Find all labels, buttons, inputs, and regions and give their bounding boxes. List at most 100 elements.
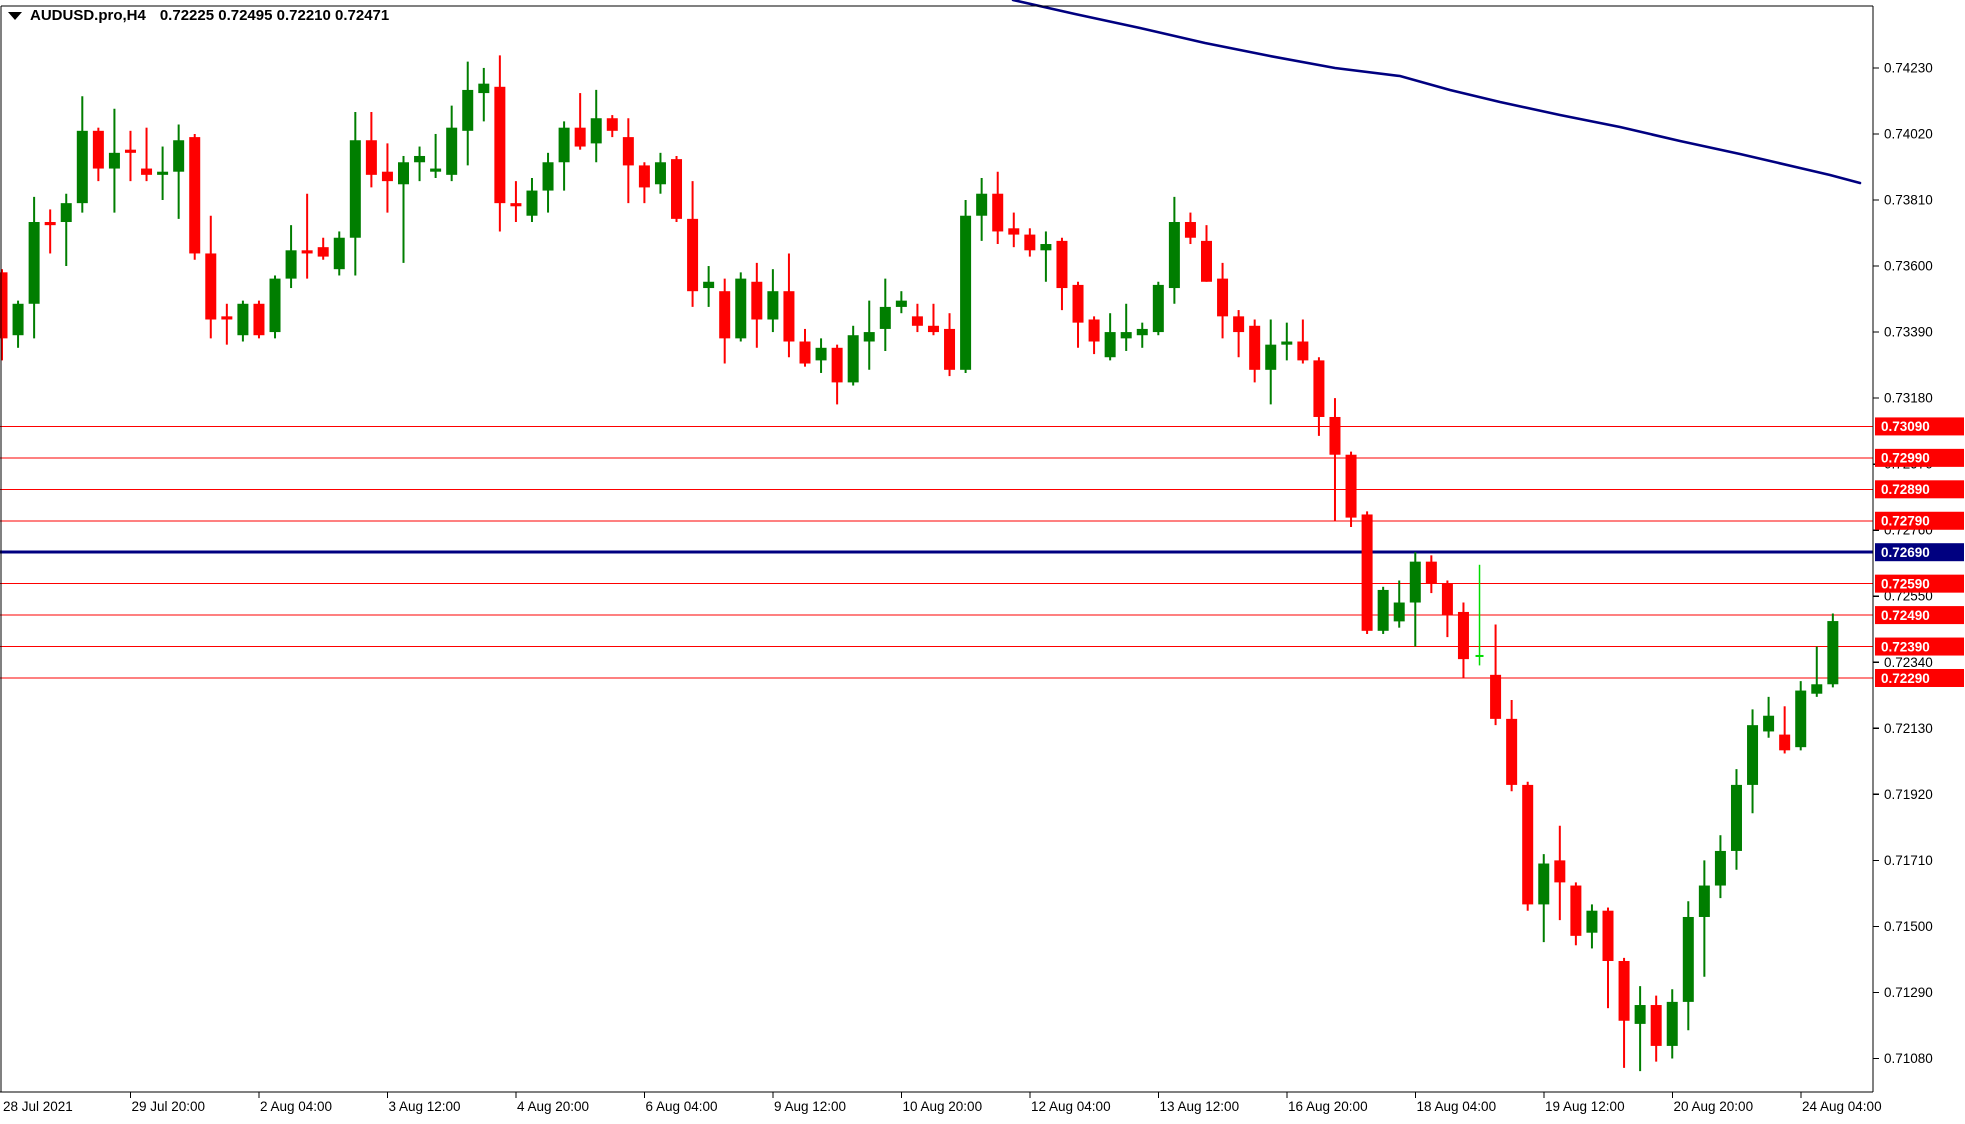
candle	[1008, 212, 1020, 248]
candle-body	[1554, 860, 1566, 883]
candle	[863, 300, 875, 370]
price-axis[interactable]: 0.74230 0.74020 0.73810 0.73600 0.73390 0.731…	[1873, 60, 1933, 1066]
candle	[221, 303, 233, 345]
price-level-lines[interactable]	[0, 425, 1873, 679]
candle-body	[1281, 341, 1293, 345]
price-level-tag-text: 0.72990	[1881, 451, 1930, 466]
candle-body	[1297, 341, 1309, 361]
candle	[1795, 681, 1807, 751]
candle-body	[1393, 602, 1405, 622]
candle-body	[1570, 885, 1582, 936]
candle	[1297, 319, 1309, 364]
candle-body	[622, 137, 634, 166]
candle-body	[944, 328, 956, 370]
candle-body	[863, 332, 875, 342]
candle	[831, 344, 843, 405]
candle-body	[317, 247, 329, 257]
candle-body	[1779, 734, 1791, 751]
candle	[1538, 854, 1550, 943]
candle	[269, 275, 281, 339]
candle	[1666, 989, 1678, 1059]
time-tick-label: 2 Aug 04:00	[260, 1099, 332, 1114]
candle	[1249, 319, 1261, 383]
candle	[847, 325, 859, 386]
candle-body	[1682, 916, 1694, 1002]
candle-body	[333, 237, 345, 270]
candle	[606, 115, 618, 138]
candle	[654, 152, 666, 194]
candle-body	[0, 272, 8, 339]
candle-body	[1457, 611, 1469, 660]
time-tick-label: 10 Aug 20:00	[903, 1099, 983, 1114]
candle-body	[1730, 784, 1742, 851]
candle	[173, 124, 185, 219]
candle	[28, 196, 40, 339]
candle	[141, 127, 153, 182]
candle	[1345, 451, 1357, 528]
candle	[157, 146, 169, 200]
candle	[1184, 212, 1196, 245]
price-level-tag-text: 0.72390	[1881, 639, 1930, 654]
candle-body	[446, 127, 458, 175]
candle-body	[1747, 725, 1759, 785]
candle	[301, 193, 313, 279]
candle	[992, 171, 1004, 245]
candle	[92, 127, 104, 182]
time-axis[interactable]: 28 Jul 2021 29 Jul 20:00 2 Aug 04:00 3 Aug …	[3, 1092, 1882, 1114]
candle-body	[1345, 454, 1357, 518]
candle	[1136, 322, 1148, 348]
candle-body	[1538, 863, 1550, 905]
candle-body	[1506, 718, 1518, 785]
price-level-tag-text: 0.73090	[1881, 419, 1930, 434]
candle	[1634, 986, 1646, 1072]
price-level-tag	[1875, 606, 1964, 625]
price-level-tag-text: 0.72490	[1881, 608, 1930, 623]
candle-body	[157, 171, 169, 175]
candle-body	[1602, 910, 1614, 962]
price-level-tag-text: 0.72590	[1881, 576, 1930, 591]
candle	[687, 181, 699, 307]
candle	[815, 338, 827, 373]
candle-body	[12, 303, 24, 336]
candle	[1586, 904, 1598, 949]
candle	[430, 133, 442, 178]
price-level-tag-text: 0.72890	[1881, 482, 1930, 497]
time-tick-label: 29 Jul 20:00	[132, 1099, 206, 1114]
candle	[317, 237, 329, 260]
price-tick-label: 0.73810	[1884, 193, 1933, 208]
candle-body	[1201, 240, 1212, 282]
candle-body	[1377, 589, 1389, 631]
candle-body	[847, 335, 859, 383]
candle-body	[1120, 332, 1132, 339]
candle	[1104, 313, 1116, 361]
candle	[1217, 262, 1229, 339]
candle-body	[1522, 784, 1534, 905]
candle	[703, 266, 715, 307]
candle	[1265, 319, 1277, 405]
candle	[944, 313, 956, 377]
candle	[1779, 706, 1791, 754]
candle	[478, 67, 490, 122]
candle	[1490, 624, 1502, 726]
candle-body	[1714, 850, 1726, 886]
candle	[911, 303, 923, 333]
candle	[349, 111, 361, 276]
candle-body	[558, 127, 570, 163]
candle	[0, 269, 8, 361]
candle-body	[638, 165, 650, 188]
candle-body	[574, 127, 586, 147]
candle	[1827, 613, 1839, 688]
time-tick-label: 24 Aug 04:00	[1802, 1099, 1882, 1114]
candle-body	[381, 171, 393, 182]
candle	[60, 193, 72, 267]
candle-body	[92, 130, 104, 169]
candle-body	[108, 152, 120, 169]
price-tick-label: 0.73180	[1884, 391, 1933, 406]
candle	[622, 118, 634, 204]
chart-dropdown-icon[interactable]	[8, 11, 22, 20]
candle	[1152, 281, 1164, 336]
candle	[1393, 580, 1405, 628]
candle-body	[606, 118, 618, 131]
candle	[895, 291, 907, 314]
